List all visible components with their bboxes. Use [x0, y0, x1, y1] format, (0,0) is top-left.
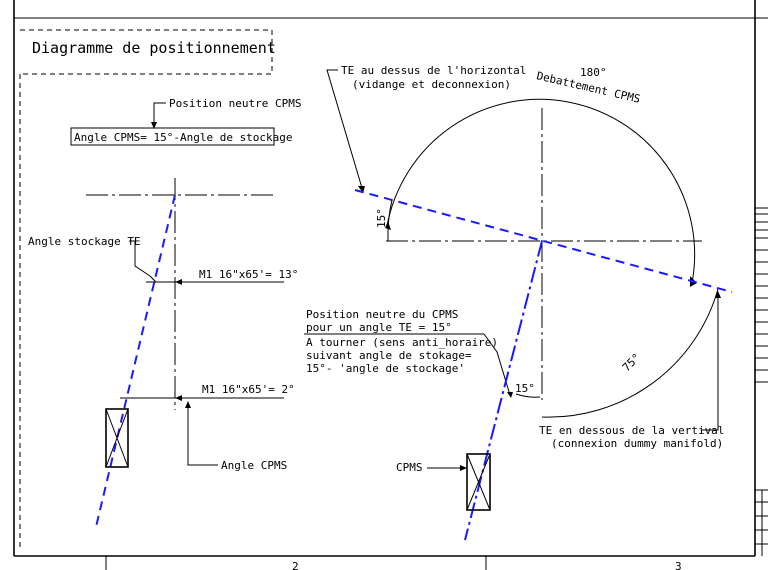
neutral-note-line-1: Position neutre du CPMS [306, 308, 458, 321]
left-view: Position neutre CPMS Angle CPMS= 15°-Ang… [28, 97, 301, 528]
neutral-note-line-3: A tourner (sens anti_horaire) [306, 336, 498, 349]
drawing-frame: 2 3 [13, 0, 768, 570]
title-box: Diagramme de positionnement [19, 29, 276, 550]
zone-marker-2: 2 [292, 560, 299, 570]
te-below-sublabel: (connexion dummy manifold) [551, 437, 723, 450]
arc-degree-label: 180° [580, 66, 607, 79]
te-above-sublabel: (vidange et deconnexion) [352, 78, 511, 91]
dim-top-label: M1 16"x65'= 13° [199, 268, 298, 281]
angle-15-bottom: 15° [515, 382, 535, 395]
formula-box [70, 127, 275, 146]
right-view: 180° Debattement CPMS TE au dessus de l'… [304, 64, 733, 541]
neutral-note-line-5: 15°- 'angle de stockage' [306, 362, 465, 375]
te-below-label: TE en dessous de la vertival [539, 424, 724, 437]
neutral-note-line-4: suivant angle de stokage= [306, 349, 472, 362]
te-above-label: TE au dessus de l'horizontal [341, 64, 526, 77]
cpms-axis-left [95, 194, 176, 528]
cpms-label: CPMS [396, 461, 423, 474]
neutral-note-line-2: pour un angle TE = 15° [306, 321, 452, 334]
title-block-fragment [755, 207, 768, 556]
neutral-position-note: Position neutre du CPMS pour un angle TE… [304, 308, 498, 375]
te-line [354, 189, 733, 293]
angle-15-left: 15° [375, 208, 388, 228]
cpms-angle-label: Angle CPMS [221, 459, 287, 472]
travel-arc [386, 98, 696, 284]
zone-marker-3: 3 [675, 560, 682, 570]
cpms-body-right [466, 453, 491, 511]
cpms-body-left [105, 408, 129, 468]
cpms-axis-right [464, 240, 543, 541]
storage-angle-label: Angle stockage TE [28, 235, 141, 248]
formula-text: Angle CPMS= 15°-Angle de stockage [74, 131, 293, 144]
diagram-title: Diagramme de positionnement [32, 39, 276, 57]
neutral-position-label: Position neutre CPMS [169, 97, 301, 110]
dim-bottom-label: M1 16"x65'= 2° [202, 383, 295, 396]
angle-75: 75° [620, 351, 643, 374]
